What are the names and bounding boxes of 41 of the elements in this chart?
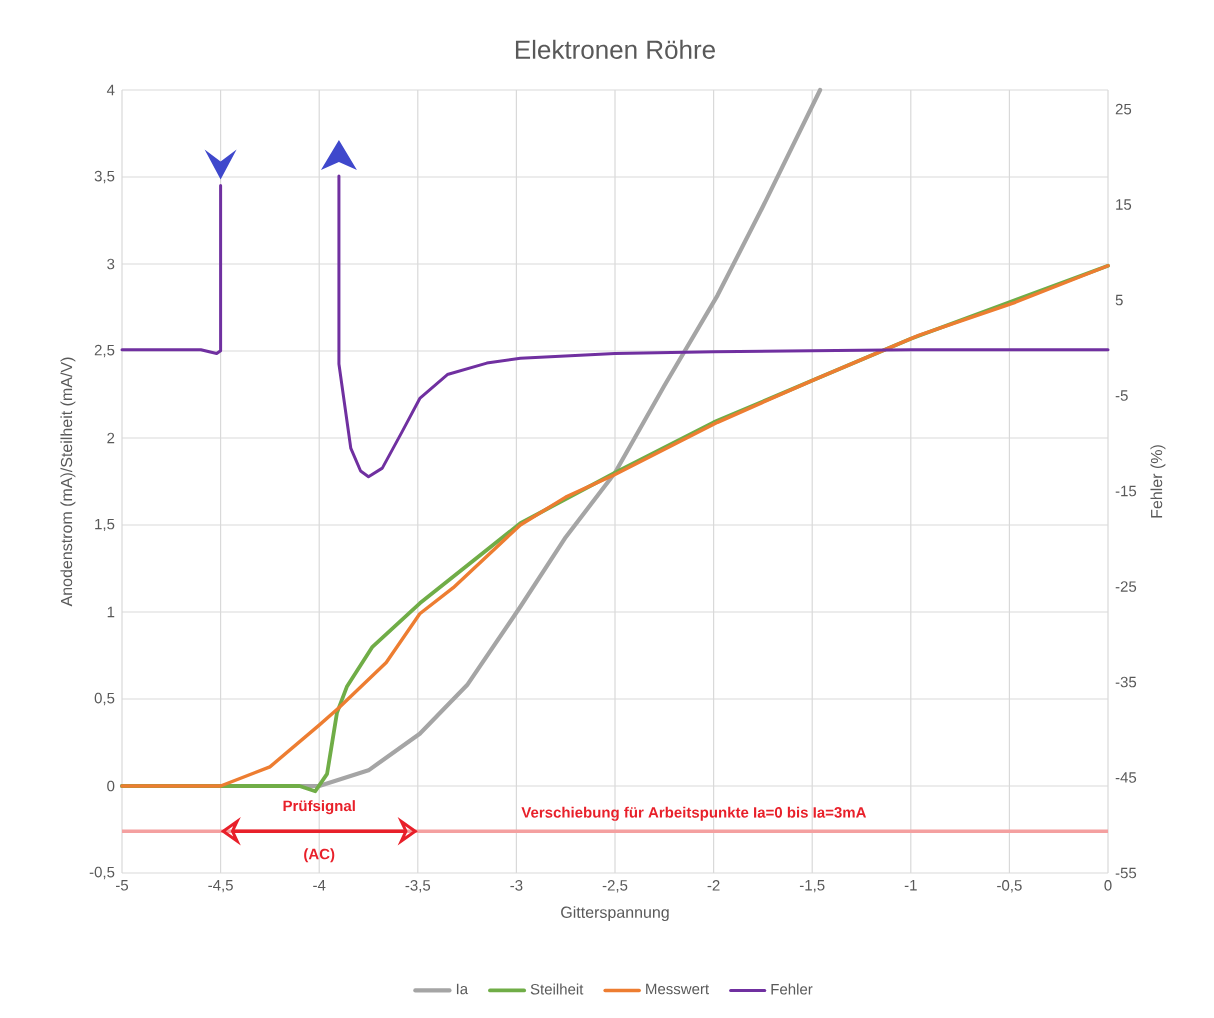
y-axis-title: Anodenstrom (mA)/Steilheit (mA/V) bbox=[60, 357, 76, 607]
y2-tick-label: 25 bbox=[1115, 103, 1132, 115]
x-tick-label: -1 bbox=[904, 880, 917, 891]
annotation: (AC) bbox=[304, 848, 335, 863]
y-tick-label: 1 bbox=[107, 606, 115, 618]
x-tick-label: -3,5 bbox=[405, 880, 431, 893]
y2-axis-title: Fehler (%) bbox=[1150, 445, 1166, 518]
legend-label: Ia bbox=[456, 983, 469, 995]
y-tick-label: 3 bbox=[107, 258, 115, 270]
y2-tick-label: -45 bbox=[1115, 772, 1137, 783]
x-tick-label: -3 bbox=[510, 880, 523, 891]
legend-label: Messwert bbox=[646, 983, 709, 995]
x-tick-label: -0,5 bbox=[997, 880, 1022, 893]
ref-line-label: Verschiebung für Arbeitspunkte Ia=0 bis Ia=3mA bbox=[521, 806, 867, 821]
y2-tick-label: -55 bbox=[1115, 867, 1137, 879]
x-tick-label: -1,5 bbox=[799, 880, 825, 893]
y2-tick-label: -5 bbox=[1115, 390, 1128, 401]
chart-title: Elektronen Röhre bbox=[515, 39, 715, 59]
y-tick-label: 0,5 bbox=[94, 692, 115, 706]
x-tick-label: -5 bbox=[115, 880, 129, 891]
y2-tick-label: -15 bbox=[1115, 485, 1137, 497]
y-tick-label: 2 bbox=[107, 432, 115, 444]
x-axis-title: Gitterspannung bbox=[561, 906, 669, 922]
x-tick-label: -2 bbox=[707, 880, 720, 891]
x-tick-label: -4,5 bbox=[208, 880, 233, 893]
y-tick-label: 4 bbox=[106, 84, 115, 96]
annotation: Prüfsignal bbox=[283, 800, 355, 815]
y2-tick-label: 15 bbox=[1116, 199, 1132, 210]
y-tick-label: 2,5 bbox=[94, 344, 115, 358]
x-tick-label: -2,5 bbox=[602, 880, 628, 893]
legend-label: Fehler bbox=[771, 983, 813, 995]
y2-tick-label: -25 bbox=[1115, 581, 1137, 592]
legend-label: Steilheit bbox=[530, 983, 584, 995]
x-tick-label: -4 bbox=[313, 880, 326, 891]
y-tick-label: -0,5 bbox=[89, 866, 115, 880]
x-tick-label: 0 bbox=[1104, 880, 1112, 891]
y-tick-label: 1,5 bbox=[95, 518, 115, 532]
y2-tick-label: -35 bbox=[1115, 676, 1137, 688]
y-tick-label: 0 bbox=[107, 780, 115, 792]
y-tick-label: 3,5 bbox=[94, 170, 115, 184]
y2-tick-label: 5 bbox=[1115, 294, 1123, 306]
